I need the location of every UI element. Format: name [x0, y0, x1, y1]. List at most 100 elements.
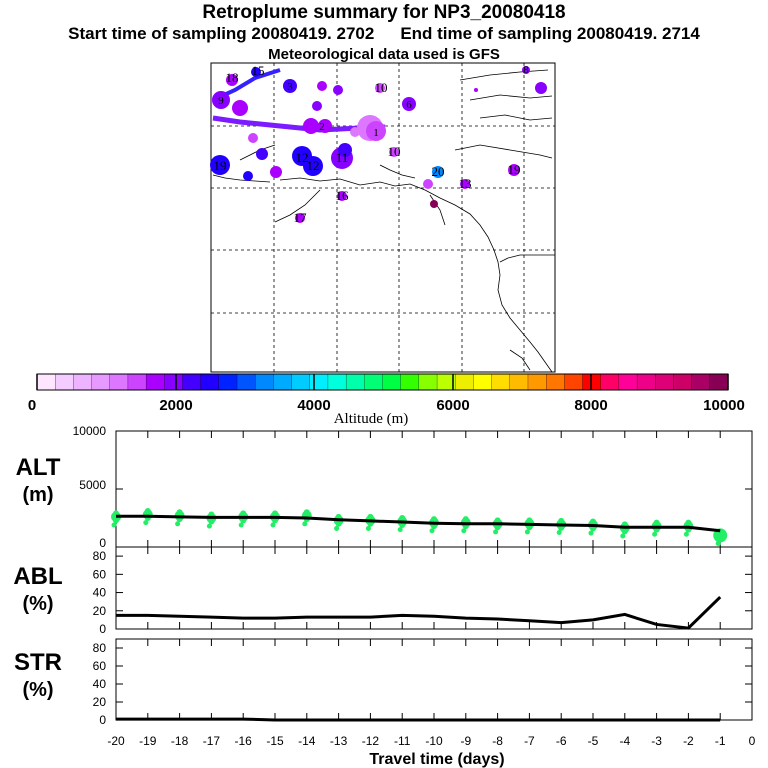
panel-labels: ALT (m) ABL (%) STR (%)	[13, 454, 62, 701]
colorbar-swatch	[164, 373, 184, 391]
x-tick-label: -10	[425, 734, 443, 748]
plume-point-label: 10	[375, 80, 388, 95]
colorbar-swatch	[382, 373, 402, 391]
colorbar-tick-label: 2000	[159, 397, 192, 414]
str-label: STR	[14, 649, 62, 676]
colorbar-swatch	[182, 373, 202, 391]
alt-cluster-mark	[462, 516, 469, 523]
alt-cluster-mark	[270, 522, 276, 528]
x-tick-label: -14	[298, 734, 316, 748]
alt-cluster-mark	[175, 521, 181, 527]
alt-cluster-mark	[653, 519, 660, 526]
colorbar-swatch	[255, 373, 274, 391]
colorbar-swatch	[36, 373, 56, 391]
x-ticks: -20 -19 -18 -17 -16 -15 -14 -13 -12 -11 -10 -9 -8 -7-…	[107, 431, 756, 748]
alt-cluster-mark	[620, 533, 626, 539]
plume-point-label: 17	[294, 210, 308, 225]
plume-point	[303, 118, 319, 134]
panel-frames	[115, 430, 753, 721]
x-tick-label: -6	[556, 734, 567, 748]
colorbar-swatch	[546, 373, 565, 391]
plume-point-label: 3	[287, 81, 293, 93]
plume-point	[423, 179, 433, 189]
str-unit: (%)	[22, 679, 53, 701]
alt-cluster-mark	[397, 527, 403, 533]
x-tick-label: -20	[107, 734, 125, 748]
plume-point	[333, 85, 343, 95]
plume-point	[474, 88, 478, 92]
alt-cluster-mark	[144, 508, 151, 515]
plume-point	[402, 97, 416, 111]
colorbar-tick-label: 8000	[574, 397, 607, 414]
alt-cluster-mark	[111, 522, 117, 528]
colorbar-swatch	[200, 373, 220, 391]
plume-point	[251, 67, 261, 77]
plume-point	[295, 213, 305, 223]
x-tick-label: -4	[619, 734, 630, 748]
colorbar-swatch	[709, 373, 729, 391]
alt-label: ALT	[16, 454, 61, 481]
plume-point	[256, 148, 268, 160]
colorbar-swatch	[582, 373, 602, 391]
x-tick-label: -8	[492, 734, 503, 748]
colorbar-tick-label: 10000	[703, 397, 745, 414]
plume-point-label: 16	[336, 188, 350, 203]
colorbar-swatch	[600, 373, 620, 391]
alt-cluster-mark	[176, 509, 183, 516]
colorbar-swatch	[291, 373, 311, 391]
alt-cluster-mark	[493, 529, 499, 535]
plume-point-label: 12	[307, 158, 320, 173]
colorbar-swatch	[655, 373, 674, 391]
colorbar-swatch	[455, 373, 474, 391]
x-tick-label: -16	[235, 734, 253, 748]
x-tick-label: -9	[460, 734, 471, 748]
plume-point-label: 20	[432, 164, 445, 179]
x-tick-label: -19	[139, 734, 157, 748]
colorbar-swatch	[345, 373, 365, 391]
alt-cluster-mark	[494, 517, 501, 524]
x-tick-label: -3	[651, 734, 662, 748]
str-ytick: 40	[93, 677, 107, 691]
plume-point-label: 2	[319, 121, 325, 133]
str-ytick: 60	[93, 659, 107, 673]
abl-line	[116, 596, 722, 630]
str-panel-frame	[115, 638, 753, 721]
colorbar-swatch	[218, 373, 238, 391]
plume-point	[303, 156, 323, 176]
plume-point	[270, 166, 282, 178]
colorbar-swatch	[145, 373, 165, 391]
alt-final-mark	[713, 528, 728, 543]
sampling-times: Start time of sampling 20080419. 2702 End…	[0, 24, 768, 44]
x-axis-label: Travel time (days)	[369, 751, 504, 768]
colorbar-title: Altitude (m)	[334, 411, 409, 427]
colorbar-swatch	[55, 373, 74, 391]
abl-unit: (%)	[22, 593, 53, 615]
x-tick-label: -7	[524, 734, 535, 748]
colorbar-swatches	[36, 373, 729, 391]
abl-ytick: 60	[93, 567, 107, 581]
alt-cluster-mark	[558, 517, 565, 524]
plume-point-label: 12	[296, 150, 309, 165]
plume-point-label: 15	[252, 63, 265, 78]
alt-cluster-mark	[652, 531, 658, 537]
plume-point	[318, 119, 332, 133]
plume-point	[243, 171, 253, 181]
plume-point	[522, 66, 530, 74]
plume-point	[212, 91, 230, 109]
colorbar-swatch	[273, 373, 293, 391]
alt-cluster-mark	[588, 530, 594, 536]
x-tick-label: -1	[715, 734, 726, 748]
plume-point-label: 1	[373, 127, 379, 139]
alt-ytick: 0	[99, 536, 106, 550]
alt-cluster-mark	[556, 530, 562, 535]
colorbar-swatch	[673, 373, 693, 391]
colorbar-swatch	[418, 373, 438, 391]
alt-ytick: 10000	[73, 424, 107, 438]
x-tick-label: -12	[362, 734, 380, 748]
colorbar-swatch	[473, 373, 493, 391]
colorbar-swatch	[91, 373, 111, 391]
alt-cluster-mark	[429, 528, 435, 534]
plume-point	[283, 79, 297, 93]
x-tick-label: 0	[749, 734, 756, 748]
